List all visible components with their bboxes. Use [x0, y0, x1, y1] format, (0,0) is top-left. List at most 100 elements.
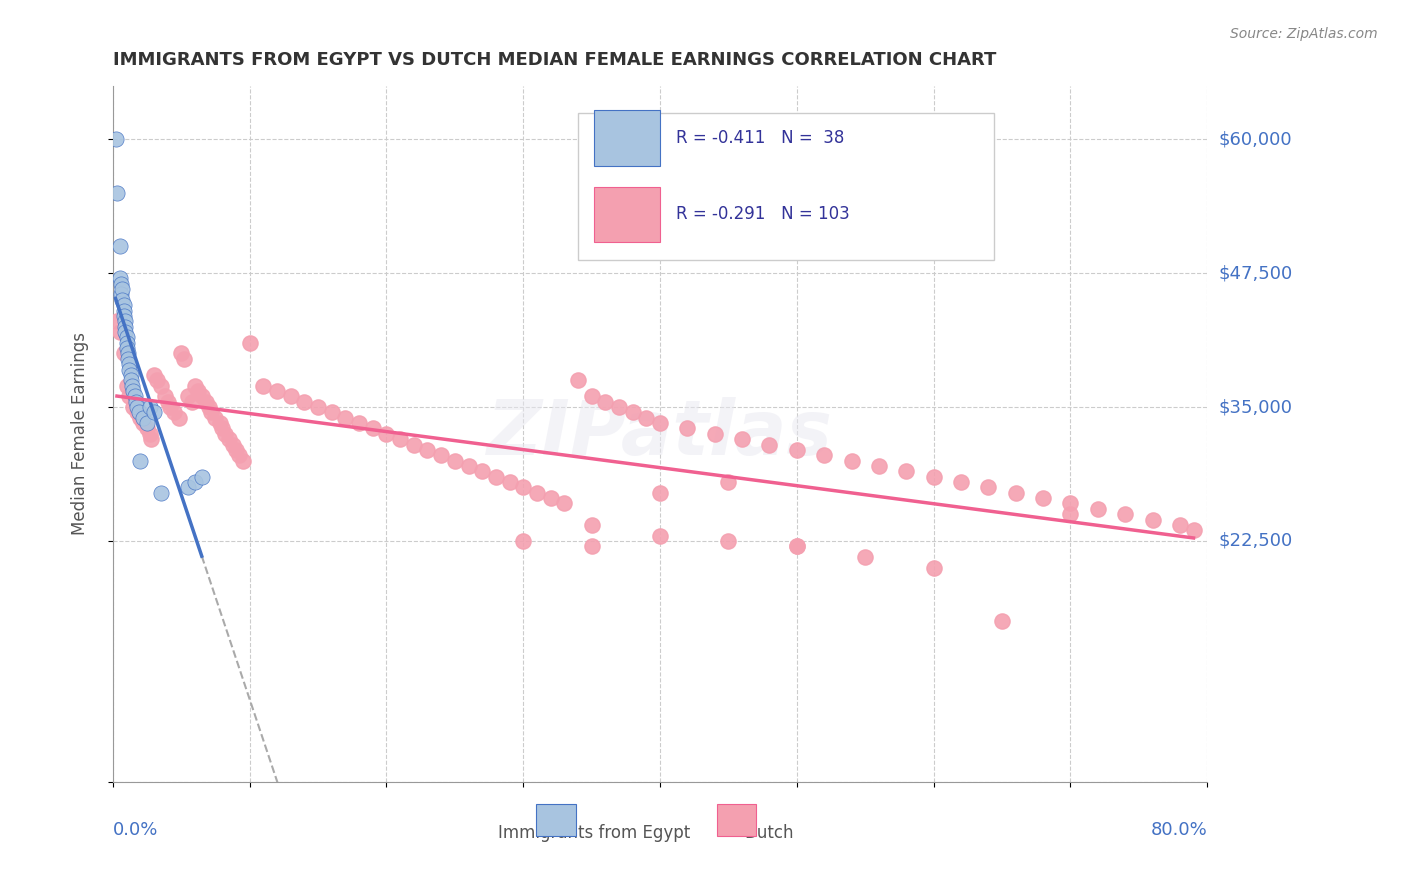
Text: ZIPatlas: ZIPatlas [486, 397, 832, 471]
Point [159, 400, 181, 414]
Point [114, 325, 136, 339]
Point [163, 405, 186, 419]
Point [1004, 485, 1026, 500]
Point [141, 432, 163, 446]
Point [129, 453, 152, 467]
Point [117, 351, 139, 366]
Text: $47,500: $47,500 [1219, 264, 1292, 282]
Point [128, 405, 150, 419]
Text: 80.0%: 80.0% [1150, 821, 1208, 839]
Point [120, 373, 142, 387]
Point [191, 469, 214, 483]
Point [132, 416, 155, 430]
Point [758, 437, 780, 451]
Point [526, 485, 548, 500]
Point [607, 400, 630, 414]
Point [111, 282, 134, 296]
FancyBboxPatch shape [536, 805, 576, 837]
Point [114, 314, 136, 328]
Point [184, 475, 207, 489]
Point [621, 405, 644, 419]
Point [512, 533, 534, 548]
Point [991, 615, 1014, 629]
Point [1087, 501, 1109, 516]
Point [375, 426, 398, 441]
Point [1032, 491, 1054, 505]
Point [111, 293, 134, 307]
Point [184, 378, 207, 392]
Point [485, 469, 508, 483]
Point [208, 416, 231, 430]
Point [115, 330, 138, 344]
Point [108, 325, 131, 339]
Point [139, 400, 162, 414]
Point [110, 287, 132, 301]
Point [197, 400, 219, 414]
Point [142, 405, 165, 419]
Point [636, 410, 658, 425]
Text: R = -0.411   N =  38: R = -0.411 N = 38 [676, 128, 845, 147]
Point [112, 298, 135, 312]
Point [177, 389, 200, 403]
Point [266, 384, 288, 398]
Point [167, 410, 190, 425]
Point [648, 416, 671, 430]
Point [149, 485, 172, 500]
Point [108, 271, 131, 285]
Point [853, 550, 876, 565]
Point [110, 277, 132, 291]
Point [977, 480, 1000, 494]
Point [211, 421, 233, 435]
Point [228, 448, 250, 462]
Point [120, 368, 142, 382]
Point [1182, 523, 1205, 537]
Point [218, 432, 240, 446]
Point [512, 480, 534, 494]
Point [127, 400, 149, 414]
Point [595, 394, 617, 409]
Point [125, 394, 148, 409]
Point [136, 421, 159, 435]
Point [118, 362, 141, 376]
Point [416, 442, 439, 457]
Point [149, 378, 172, 392]
Point [1142, 512, 1164, 526]
Point [1059, 507, 1081, 521]
Point [156, 394, 179, 409]
Point [121, 378, 143, 392]
Point [949, 475, 972, 489]
Text: Dutch: Dutch [745, 824, 794, 842]
Point [105, 186, 128, 200]
Point [204, 410, 226, 425]
Point [292, 394, 315, 409]
Point [868, 458, 890, 473]
Text: $35,000: $35,000 [1219, 398, 1292, 416]
Point [127, 405, 149, 419]
Point [648, 485, 671, 500]
Point [118, 389, 141, 403]
Point [553, 496, 575, 510]
Point [112, 346, 135, 360]
FancyBboxPatch shape [595, 110, 659, 166]
Point [444, 453, 467, 467]
Point [471, 464, 494, 478]
Point [181, 394, 204, 409]
Point [717, 475, 740, 489]
Point [124, 389, 146, 403]
Point [567, 373, 589, 387]
Point [200, 405, 222, 419]
Point [786, 442, 808, 457]
Point [581, 389, 603, 403]
Point [280, 389, 302, 403]
Point [676, 421, 699, 435]
Point [581, 539, 603, 553]
Point [335, 410, 357, 425]
Text: $60,000: $60,000 [1219, 130, 1292, 148]
Point [321, 405, 343, 419]
Point [239, 335, 262, 350]
Point [581, 517, 603, 532]
Point [813, 448, 835, 462]
Point [1114, 507, 1136, 521]
Point [703, 426, 725, 441]
FancyBboxPatch shape [595, 186, 659, 243]
